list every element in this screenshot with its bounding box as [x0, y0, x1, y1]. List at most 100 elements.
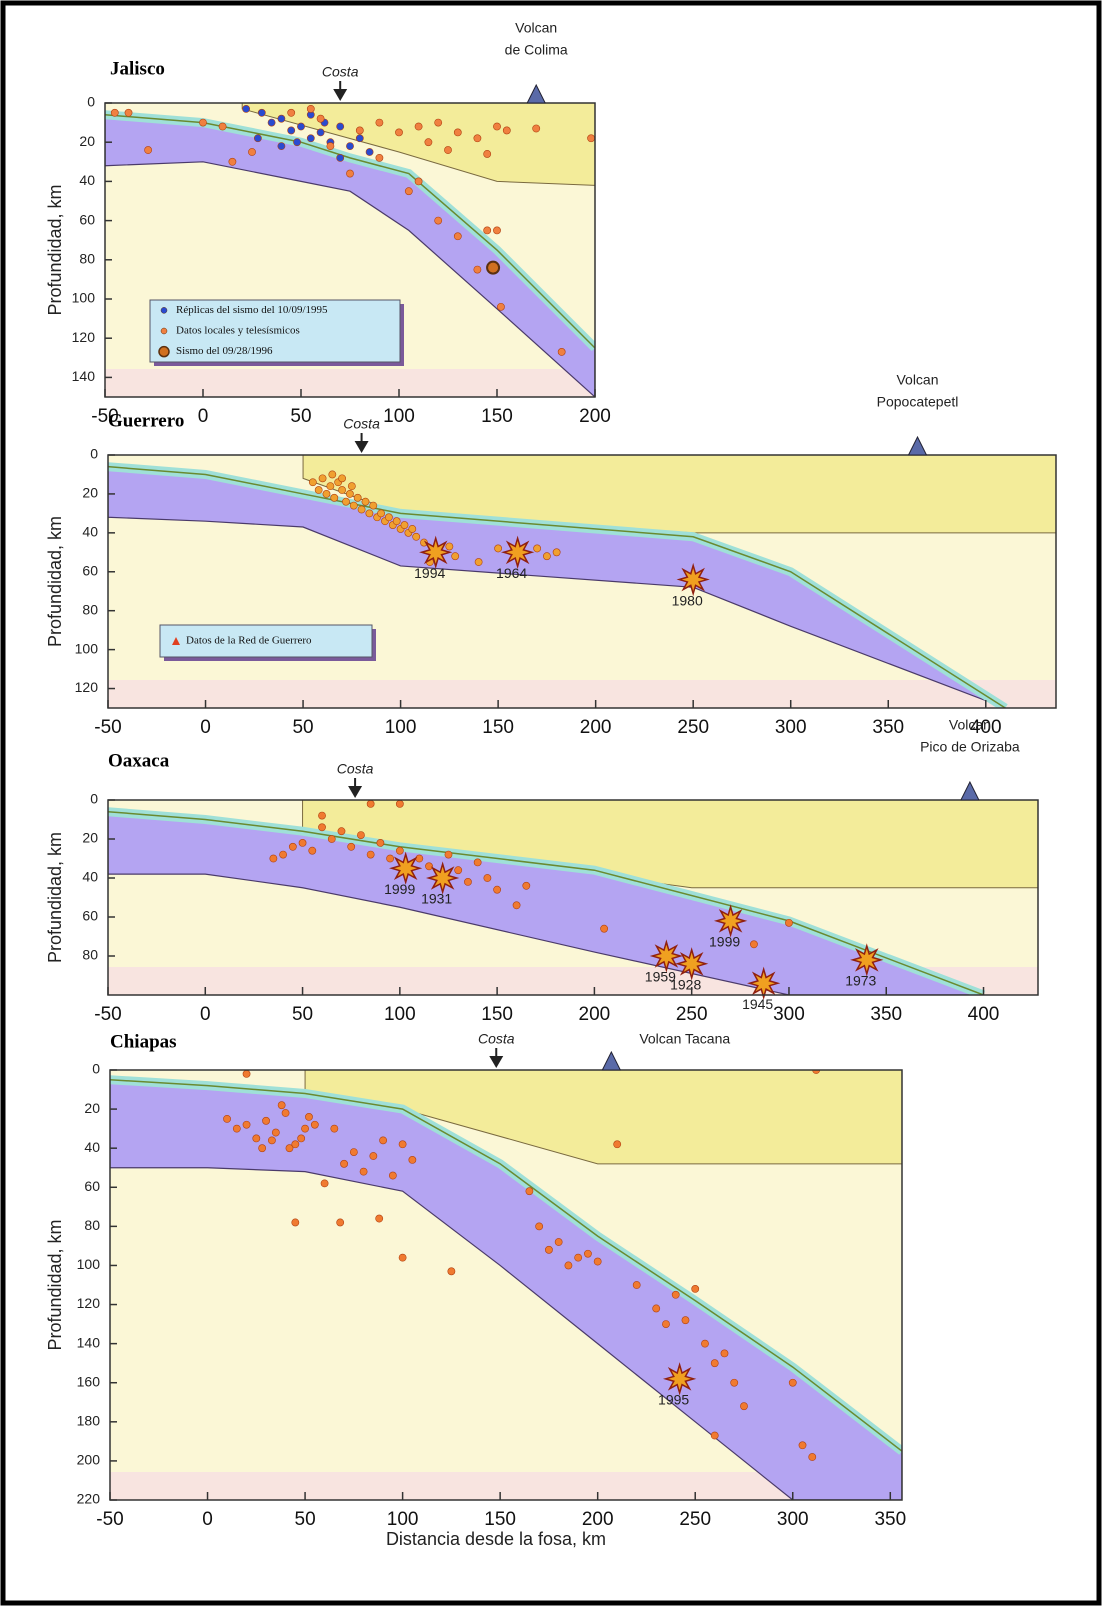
earthquake — [464, 878, 471, 885]
y-tick-label: 80 — [82, 947, 98, 963]
earthquake — [329, 471, 336, 478]
earthquake — [286, 1145, 293, 1152]
earthquake — [692, 1285, 699, 1292]
earthquake — [354, 494, 361, 501]
earthquake — [444, 146, 451, 153]
earthquake — [474, 135, 481, 142]
y-tick-label: 100 — [77, 1256, 101, 1272]
earthquake — [311, 1121, 318, 1128]
x-tick-label: 300 — [775, 717, 807, 738]
earthquake — [223, 1115, 230, 1122]
event-label: 1945 — [742, 996, 773, 1012]
earthquake — [268, 119, 275, 126]
earthquake — [321, 1180, 328, 1187]
event-label: 1964 — [496, 565, 527, 581]
event-label: 1980 — [672, 592, 703, 608]
x-tick-label: -50 — [94, 717, 121, 738]
earthquake — [338, 828, 345, 835]
y-tick-label: 220 — [77, 1491, 101, 1507]
earthquake — [305, 1113, 312, 1120]
earthquake — [731, 1379, 738, 1386]
event-label: 1994 — [414, 565, 445, 581]
event-label: 1973 — [845, 973, 876, 989]
historic-earthquake — [750, 969, 778, 997]
earthquake — [298, 1135, 305, 1142]
earthquake — [809, 1453, 816, 1460]
y-axis-label: Profundidad, km — [45, 184, 65, 315]
y-tick-label: 60 — [79, 211, 95, 227]
earthquake — [358, 506, 365, 513]
deep-band — [105, 369, 595, 397]
x-tick-label: 150 — [484, 1509, 516, 1530]
event-label: 1931 — [421, 891, 452, 907]
earthquake — [396, 847, 403, 854]
earthquake — [289, 843, 296, 850]
earthquake — [125, 109, 132, 116]
plot — [108, 800, 1038, 995]
earthquake — [258, 109, 265, 116]
x-tick-label: 300 — [777, 1509, 809, 1530]
earthquake — [565, 1262, 572, 1269]
earthquake — [219, 123, 226, 130]
x-tick-label: 200 — [579, 1004, 611, 1025]
x-tick-label: 250 — [679, 1509, 711, 1530]
earthquake — [534, 545, 541, 552]
x-tick-label: 350 — [874, 1509, 906, 1530]
earthquake — [338, 486, 345, 493]
earthquake — [356, 135, 363, 142]
earthquake — [270, 855, 277, 862]
earthquake — [740, 1403, 747, 1410]
x-tick-label: 0 — [200, 717, 211, 738]
earthquake — [309, 847, 316, 854]
earthquake — [445, 851, 452, 858]
volcano-label: Volcan Tacana — [639, 1031, 730, 1047]
earthquake — [380, 1137, 387, 1144]
earthquake — [523, 882, 530, 889]
panel-title: Guerrero — [108, 410, 184, 431]
earthquake — [416, 855, 423, 862]
volcano-label: Volcan — [896, 372, 938, 388]
earthquake — [288, 109, 295, 116]
event-label: 1999 — [709, 934, 740, 950]
y-tick-label: 200 — [77, 1452, 101, 1468]
historic-earthquake — [504, 538, 532, 566]
y-tick-label: 80 — [82, 601, 98, 617]
earthquake — [233, 1125, 240, 1132]
y-tick-label: 140 — [72, 368, 96, 384]
plot — [110, 1066, 902, 1500]
earthquake — [401, 521, 408, 528]
earthquake — [721, 1350, 728, 1357]
legend-label: Datos de la Red de Guerrero — [186, 635, 312, 647]
earthquake — [799, 1442, 806, 1449]
earthquake — [785, 919, 792, 926]
earthquake — [331, 494, 338, 501]
y-tick-label: 60 — [82, 908, 98, 924]
earthquake — [389, 1172, 396, 1179]
earthquake — [248, 148, 255, 155]
y-tick-label: 40 — [82, 524, 98, 540]
earthquake — [513, 902, 520, 909]
earthquake — [494, 886, 501, 893]
y-tick-label: 20 — [84, 1100, 100, 1116]
earthquake — [435, 119, 442, 126]
earthquake — [487, 262, 499, 274]
earthquake — [337, 123, 344, 130]
earthquake — [346, 143, 353, 150]
historic-earthquake — [679, 566, 707, 594]
earthquake — [409, 525, 416, 532]
earthquake — [474, 859, 481, 866]
earthquake — [278, 143, 285, 150]
y-tick-label: 40 — [82, 869, 98, 885]
earthquake — [317, 115, 324, 122]
earthquake — [452, 553, 459, 560]
earthquake — [474, 266, 481, 273]
earthquake — [350, 502, 357, 509]
earthquake — [370, 502, 377, 509]
legend-label: Datos locales y telesísmicos — [176, 325, 300, 337]
earthquake — [293, 139, 300, 146]
x-tick-label: -50 — [94, 1004, 121, 1025]
coast-label: Costa — [478, 1031, 515, 1047]
earthquake — [455, 867, 462, 874]
earthquake — [601, 925, 608, 932]
y-axis-label: Profundidad, km — [45, 832, 65, 963]
